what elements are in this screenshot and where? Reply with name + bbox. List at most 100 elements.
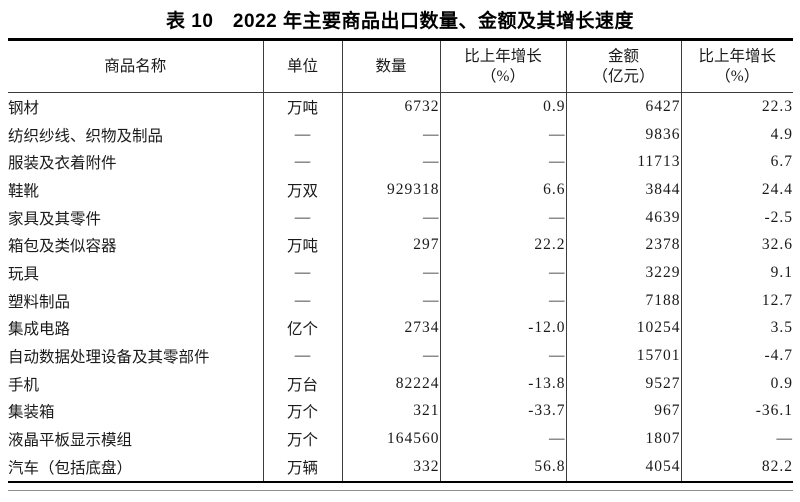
cell-commodity-name: 塑料制品 [8,293,71,311]
cell-amount: 6427 [565,92,681,121]
cell-quantity: 321 [341,397,440,426]
col-header-sub: （亿元） [592,67,655,85]
table-row: 手机 万台 82224 -13.8 9527 0.9 [8,369,793,398]
col-header-amount-growth: 比上年增长 （%） [680,39,793,93]
cell-amount: 3229 [565,259,681,287]
cell-amount: 11713 [565,148,681,177]
cell-commodity-name: 服装及衣着附件 [8,155,117,173]
table-row: 箱包及类似容器 万吨 297 22.2 2378 32.6 [8,231,793,260]
cell-amount: 15701 [565,342,681,370]
cell-quantity: 6732 [341,92,440,121]
col-header-sub: （%） [481,67,525,85]
cell-amount: 3844 [565,176,681,204]
cell-unit: 万双 [262,176,342,204]
cell-unit: 万台 [262,369,342,398]
cell-commodity-name: 玩具 [8,265,40,283]
cell-quantity-growth: -12.0 [439,314,566,343]
bottom-rule [8,489,793,491]
table-header: 商品名称 单位 数量 比上年增长 （%） 金额 （亿元） 比上年增长 （%） [8,39,793,93]
col-header-label: 数量 [375,57,407,75]
cell-quantity: — [341,203,440,232]
cell-quantity-growth: — [439,203,566,232]
table-body: 钢材 万吨 6732 0.9 6427 22.3 纺织纱线、织物及制品 — — … [8,92,793,482]
cell-amount-growth: — [680,425,793,453]
cell-quantity: 2734 [341,314,440,343]
table-row: 自动数据处理设备及其零部件 — — — 15701 -4.7 [8,342,793,370]
cell-unit: 万吨 [262,231,342,260]
cell-unit: 亿个 [262,314,342,343]
cell-quantity-growth: — [439,286,566,315]
cell-quantity: 332 [341,452,440,482]
cell-quantity: 297 [341,231,440,260]
table-title: 表 10 2022 年主要商品出口数量、金额及其增长速度 [166,11,634,32]
cell-unit: 万个 [262,397,342,426]
cell-amount-growth: 6.7 [680,148,793,177]
cell-quantity: — [341,342,440,370]
export-commodities-table: 商品名称 单位 数量 比上年增长 （%） 金额 （亿元） 比上年增长 （%） [8,38,793,483]
cell-amount-growth: 32.6 [680,231,793,260]
cell-commodity-name: 箱包及类似容器 [8,238,117,256]
table-row: 钢材 万吨 6732 0.9 6427 22.3 [8,92,793,121]
table-row: 汽车（包括底盘） 万辆 332 56.8 4054 82.2 [8,452,793,482]
cell-quantity-growth: 56.8 [439,452,566,482]
col-header-quantity-growth: 比上年增长 （%） [439,39,566,93]
col-header-amount: 金额 （亿元） [565,39,681,93]
cell-amount-growth: 82.2 [680,452,793,482]
cell-quantity-growth: — [439,342,566,370]
col-header-commodity-name: 商品名称 [8,39,263,93]
cell-amount: 2378 [565,231,681,260]
cell-quantity: 929318 [341,176,440,204]
cell-quantity: — [341,286,440,315]
header-row: 商品名称 单位 数量 比上年增长 （%） 金额 （亿元） 比上年增长 （%） [8,39,793,93]
cell-quantity: — [341,120,440,149]
cell-quantity-growth: — [439,425,566,453]
cell-amount: 9527 [565,369,681,398]
table-row: 纺织纱线、织物及制品 — — — 9836 4.9 [8,120,793,149]
cell-unit: — [262,203,342,232]
cell-quantity-growth: — [439,148,566,177]
col-header-unit: 单位 [262,39,342,93]
cell-quantity: 82224 [341,369,440,398]
col-header-label: 单位 [286,57,318,75]
cell-amount-growth: -4.7 [680,342,793,370]
cell-commodity-name: 鞋靴 [8,182,40,200]
cell-quantity: — [341,259,440,287]
table-row: 集成电路 亿个 2734 -12.0 10254 3.5 [8,314,793,343]
cell-unit: — [262,286,342,315]
cell-unit: 万辆 [262,452,342,482]
col-header-quantity: 数量 [341,39,440,93]
cell-quantity-growth: — [439,120,566,149]
cell-amount-growth: -36.1 [680,397,793,426]
cell-quantity: — [341,148,440,177]
col-header-label: 比上年增长 [698,47,776,65]
cell-amount: 4639 [565,203,681,232]
cell-commodity-name: 钢材 [8,99,40,117]
cell-amount-growth: 24.4 [680,176,793,204]
cell-commodity-name: 液晶平板显示模组 [8,432,133,450]
cell-commodity-name: 集装箱 [8,404,55,422]
table-row: 家具及其零件 — — — 4639 -2.5 [8,203,793,232]
table-row: 塑料制品 — — — 7188 12.7 [8,286,793,315]
table-row: 鞋靴 万双 929318 6.6 3844 24.4 [8,176,793,204]
cell-commodity-name: 纺织纱线、织物及制品 [8,127,164,145]
table-row: 服装及衣着附件 — — — 11713 6.7 [8,148,793,177]
col-header-sub: （%） [715,67,760,85]
cell-unit: — [262,120,342,149]
table-row: 玩具 — — — 3229 9.1 [8,259,793,287]
cell-quantity-growth: -13.8 [439,369,566,398]
cell-commodity-name: 手机 [8,376,40,394]
cell-amount: 9836 [565,120,681,149]
cell-unit: 万吨 [262,92,342,121]
cell-amount: 7188 [565,286,681,315]
cell-unit: — [262,148,342,177]
cell-amount-growth: 4.9 [680,120,793,149]
table-row: 集装箱 万个 321 -33.7 967 -36.1 [8,397,793,426]
cell-unit: — [262,259,342,287]
cell-unit: — [262,342,342,370]
cell-amount: 4054 [565,452,681,482]
cell-quantity-growth: 6.6 [439,176,566,204]
cell-quantity-growth: — [439,259,566,287]
cell-amount: 10254 [565,314,681,343]
cell-amount-growth: 9.1 [680,259,793,287]
